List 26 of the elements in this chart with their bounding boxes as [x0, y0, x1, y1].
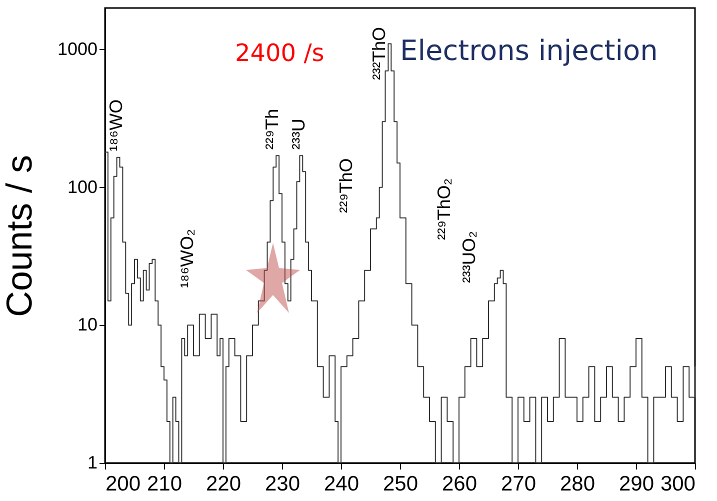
annotation: ²³³UO₂ [459, 231, 479, 283]
annotation: ²²⁹ThO [336, 158, 356, 213]
x-tick-label: 280 [560, 472, 596, 496]
x-tick-label: 290 [618, 472, 654, 496]
y-tick-label: 1 [87, 452, 98, 472]
x-tick-label: 210 [146, 472, 182, 496]
annotation: ²³³U [288, 118, 309, 150]
annotation: ²²⁹Th [262, 108, 282, 150]
annotation: ¹⁸⁶WO₂ [177, 229, 197, 288]
x-tick-label: 230 [264, 472, 300, 496]
x-tick-label: 200 [106, 472, 141, 496]
y-tick-label: 100 [67, 176, 98, 197]
y-tick-label: 10 [77, 314, 98, 335]
annotation: ¹⁸⁶WO [106, 99, 126, 152]
y-axis-title: Counts / s [0, 154, 40, 318]
y-tick-label: 1000 [57, 38, 98, 59]
annotation: ²³²ThO [369, 27, 389, 80]
x-tick-label: 260 [442, 472, 478, 496]
annotation: 2400 /s [235, 39, 324, 67]
annotation: Electrons injection [400, 34, 658, 67]
x-tick-label: 300 [660, 472, 696, 496]
annotation: ²²⁹ThO₂ [434, 178, 454, 240]
x-tick-label: 270 [500, 472, 536, 496]
x-tick-label: 250 [382, 472, 418, 496]
x-tick-label: 240 [324, 472, 360, 496]
x-tick-label: 220 [206, 472, 242, 496]
